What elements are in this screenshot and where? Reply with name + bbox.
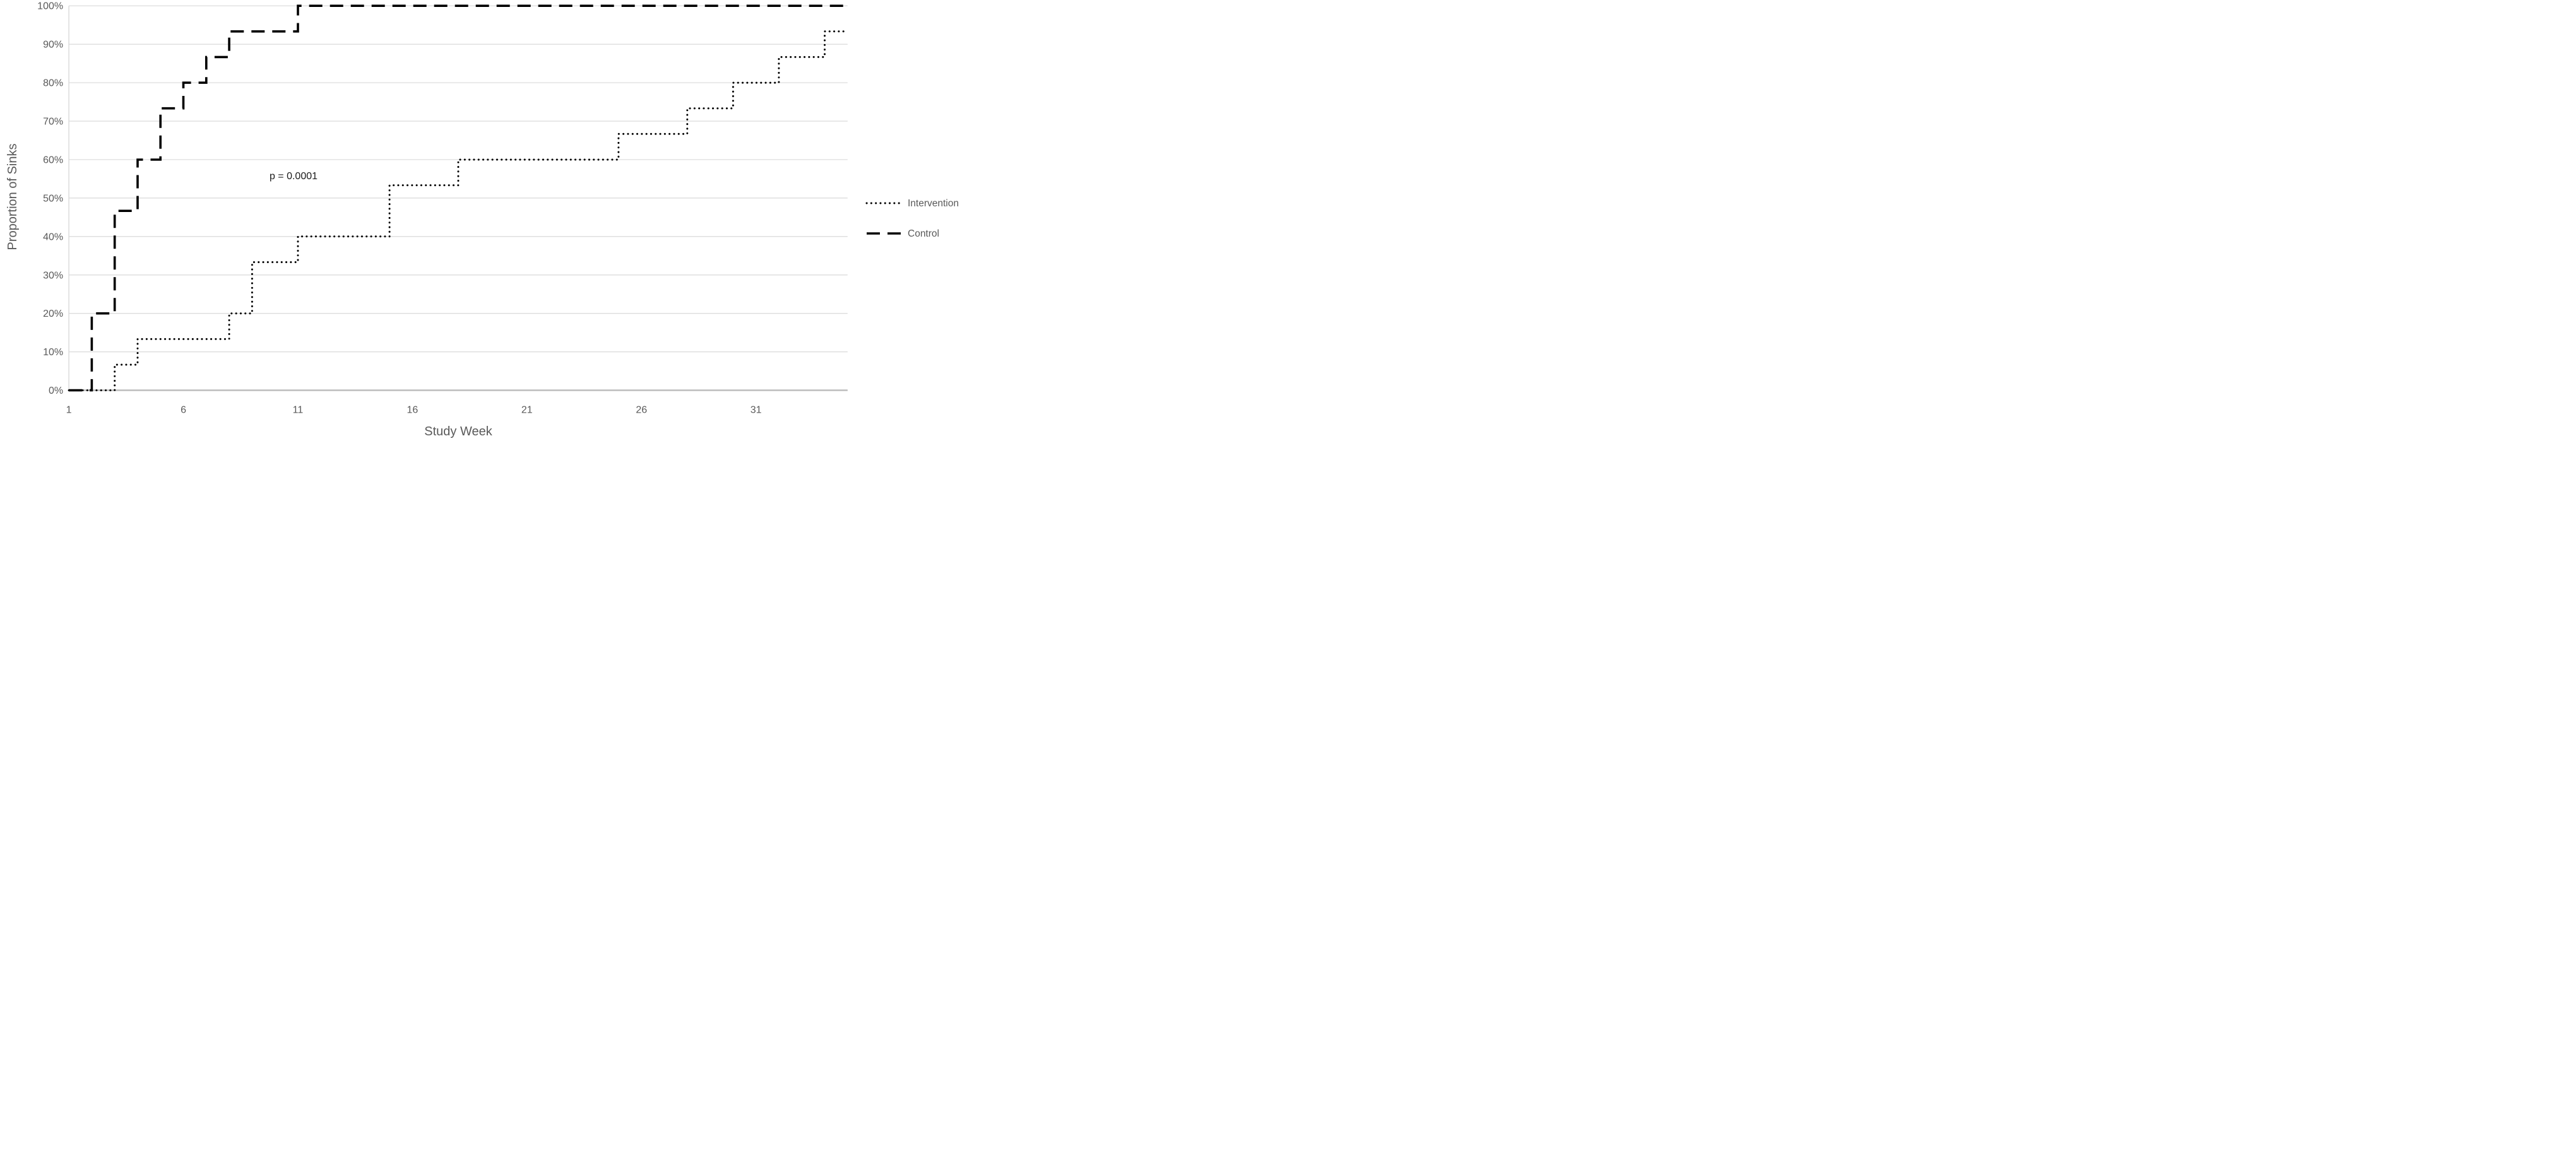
p-value-annotation: p = 0.0001 (270, 171, 318, 182)
chart-canvas: 0%10%20%30%40%50%60%70%80%90%100%1 6 11 16 2… (6, 1, 959, 439)
gridlines (69, 5, 848, 391)
axis-lines (68, 6, 848, 391)
y-tick-label-30: 30% (43, 270, 63, 281)
series-lines (68, 4, 849, 392)
legend-markers (865, 202, 904, 235)
y-tick-label-90: 90% (43, 40, 63, 50)
x-tick-label-11: 11 (293, 405, 304, 416)
y-tick-label-10: 10% (43, 347, 63, 358)
legend-label-control: Control (908, 228, 939, 239)
x-tick-label-1: 1 (66, 405, 72, 416)
x-tick-label-26: 26 (636, 405, 647, 416)
intervention-line (68, 30, 849, 392)
legend-label-intervention: Intervention (908, 198, 959, 209)
step-chart-figure: 0% 10% 20% 30% 40% 50% 60% 70% 80% 90% 100% 1 6 11 16 2… (0, 0, 990, 444)
x-axis-title: Study Week (424, 425, 492, 439)
x-tick-label-21: 21 (521, 405, 533, 416)
y-tick-label-60: 60% (43, 155, 63, 165)
x-tick-label-16: 16 (407, 405, 418, 416)
x-tick-label-31: 31 (751, 405, 762, 416)
y-tick-label-0: 0% (49, 386, 63, 396)
y-tick-label-20: 20% (43, 309, 63, 319)
tick-labels: 0%10%20%30%40%50%60%70%80%90%100%1 6 11 16 2… (37, 1, 761, 416)
y-tick-label-50: 50% (43, 193, 63, 204)
y-tick-label-70: 70% (43, 117, 63, 127)
x-tick-label-6: 6 (181, 405, 186, 416)
y-axis-title: Proportion of Sinks (6, 144, 20, 250)
y-tick-label-40: 40% (43, 232, 63, 242)
y-tick-label-100: 100% (37, 1, 63, 12)
control-line (69, 4, 848, 392)
y-tick-label-80: 80% (43, 78, 63, 89)
